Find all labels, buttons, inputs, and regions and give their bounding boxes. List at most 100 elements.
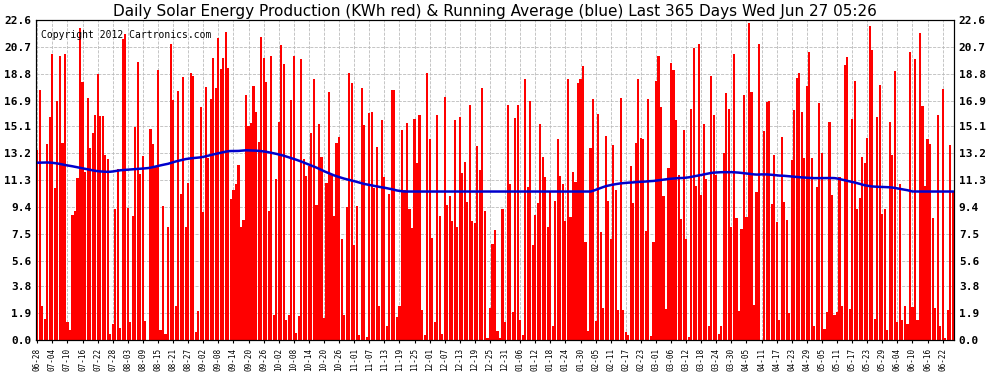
- Bar: [184, 227, 187, 340]
- Bar: [793, 110, 795, 340]
- Bar: [174, 306, 176, 340]
- Bar: [927, 139, 929, 340]
- Bar: [638, 80, 640, 340]
- Bar: [414, 119, 416, 340]
- Bar: [463, 162, 466, 340]
- Bar: [456, 227, 458, 340]
- Bar: [755, 192, 757, 340]
- Bar: [876, 117, 878, 340]
- Bar: [868, 26, 871, 340]
- Bar: [589, 148, 592, 340]
- Bar: [765, 102, 767, 340]
- Bar: [350, 83, 352, 340]
- Bar: [728, 109, 730, 340]
- Bar: [901, 320, 904, 340]
- Bar: [879, 84, 881, 340]
- Bar: [951, 191, 953, 340]
- Bar: [368, 113, 370, 340]
- Bar: [252, 86, 254, 340]
- Bar: [61, 143, 63, 340]
- Bar: [388, 194, 390, 340]
- Bar: [733, 54, 735, 340]
- Bar: [559, 176, 561, 340]
- Bar: [625, 332, 627, 340]
- Bar: [39, 90, 41, 340]
- Bar: [416, 163, 418, 340]
- Bar: [442, 334, 444, 340]
- Bar: [891, 155, 893, 340]
- Bar: [262, 58, 264, 340]
- Bar: [355, 206, 357, 340]
- Bar: [502, 209, 504, 340]
- Bar: [225, 32, 227, 340]
- Bar: [293, 56, 295, 340]
- Bar: [370, 112, 373, 340]
- Bar: [929, 144, 932, 340]
- Bar: [149, 129, 151, 340]
- Bar: [620, 98, 622, 340]
- Bar: [672, 69, 674, 340]
- Bar: [66, 322, 68, 340]
- Bar: [617, 310, 620, 340]
- Bar: [200, 107, 202, 340]
- Bar: [633, 203, 635, 340]
- Bar: [179, 194, 182, 340]
- Bar: [763, 131, 765, 340]
- Bar: [53, 188, 56, 340]
- Text: Copyright 2012 Cartronics.com: Copyright 2012 Cartronics.com: [41, 30, 211, 40]
- Bar: [775, 222, 778, 340]
- Bar: [824, 329, 826, 340]
- Bar: [114, 209, 116, 340]
- Bar: [647, 99, 649, 340]
- Bar: [708, 326, 710, 340]
- Bar: [846, 57, 848, 340]
- Bar: [58, 56, 61, 340]
- Bar: [474, 223, 476, 340]
- Bar: [649, 336, 652, 340]
- Bar: [426, 73, 428, 340]
- Bar: [419, 115, 421, 340]
- Bar: [479, 170, 481, 340]
- Bar: [169, 45, 171, 340]
- Bar: [310, 133, 313, 340]
- Bar: [675, 120, 677, 340]
- Bar: [803, 158, 806, 340]
- Bar: [64, 54, 66, 340]
- Bar: [595, 321, 597, 340]
- Bar: [644, 231, 646, 340]
- Bar: [600, 232, 602, 340]
- Bar: [127, 208, 129, 340]
- Bar: [326, 183, 328, 340]
- Bar: [853, 81, 855, 340]
- Bar: [715, 176, 718, 340]
- Bar: [662, 196, 664, 340]
- Bar: [461, 173, 463, 340]
- Bar: [187, 183, 189, 340]
- Bar: [519, 320, 521, 340]
- Bar: [630, 166, 632, 340]
- Bar: [665, 309, 667, 340]
- Bar: [353, 244, 355, 340]
- Bar: [635, 142, 637, 340]
- Bar: [119, 328, 122, 340]
- Bar: [91, 133, 94, 340]
- Bar: [358, 334, 360, 340]
- Bar: [710, 76, 713, 340]
- Bar: [215, 88, 217, 340]
- Bar: [811, 158, 813, 340]
- Bar: [288, 315, 290, 340]
- Bar: [904, 306, 906, 340]
- Bar: [448, 196, 450, 340]
- Bar: [622, 310, 625, 340]
- Bar: [801, 112, 803, 340]
- Bar: [154, 167, 156, 340]
- Bar: [228, 68, 230, 340]
- Bar: [238, 165, 240, 340]
- Bar: [132, 216, 134, 340]
- Bar: [177, 92, 179, 340]
- Bar: [233, 190, 235, 340]
- Bar: [858, 198, 860, 340]
- Bar: [612, 145, 614, 340]
- Bar: [826, 312, 828, 340]
- Bar: [778, 320, 780, 340]
